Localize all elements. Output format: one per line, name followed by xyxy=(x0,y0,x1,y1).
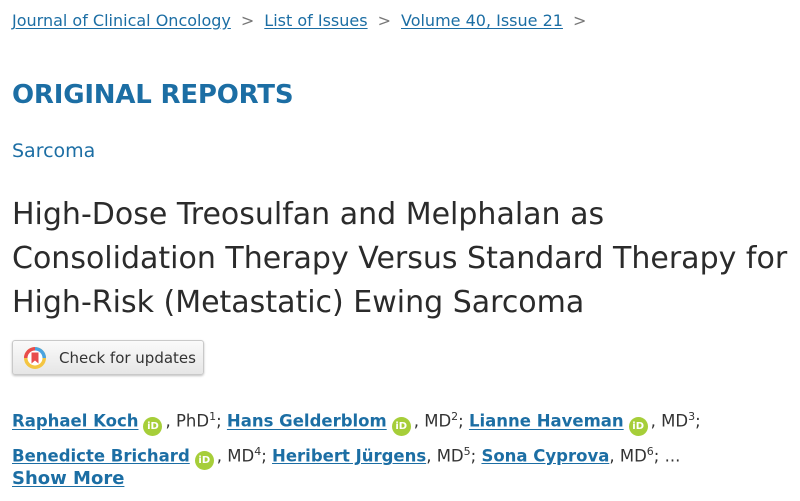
author-degree: MD xyxy=(436,446,464,465)
breadcrumb-journal-link[interactable]: Journal of Clinical Oncology xyxy=(12,11,231,30)
author-link[interactable]: Benedicte Brichard xyxy=(12,446,190,465)
author-degree: MD xyxy=(661,411,689,431)
author-degree: MD xyxy=(424,411,452,431)
author-link[interactable]: Hans Gelderblom xyxy=(226,411,387,431)
author-affiliation-number: 5 xyxy=(463,444,471,458)
orcid-icon[interactable]: iD xyxy=(391,416,411,436)
article-title-line: High-Dose Treosulfan and Melphalan as xyxy=(12,197,605,232)
crossmark-icon xyxy=(24,346,46,369)
authors-ellipsis: ... xyxy=(664,446,681,465)
author-degree: MD xyxy=(227,446,255,465)
check-for-updates-label: Check for updates xyxy=(59,348,196,367)
breadcrumb-separator: > xyxy=(240,11,255,30)
author-affiliation-number: 2 xyxy=(451,410,459,423)
author-affiliation-number: 4 xyxy=(254,444,262,458)
subject-category: Sarcoma xyxy=(12,140,96,162)
breadcrumb: Journal of Clinical Oncology > List of Iss… xyxy=(12,10,596,32)
author-degree: PhD xyxy=(175,411,210,431)
author-link[interactable]: Lianne Haveman xyxy=(468,411,624,431)
breadcrumb-issues-link[interactable]: List of Issues xyxy=(264,11,368,30)
show-more-link[interactable]: Show More xyxy=(12,468,125,489)
section-heading: ORIGINAL REPORTS xyxy=(12,80,294,110)
author-affiliation-number: 1 xyxy=(209,410,217,423)
breadcrumb-separator: > xyxy=(377,11,391,30)
author-link[interactable]: Sona Cyprova xyxy=(481,446,610,465)
author-link[interactable]: Raphael Koch xyxy=(12,411,139,431)
orcid-icon[interactable]: iD xyxy=(194,451,214,470)
author-affiliation-number: 6 xyxy=(646,444,654,458)
author-list: Raphael Koch iD, PhD1; Hans Gelderblom iD,… xyxy=(12,402,792,471)
article-title-line: Consolidation Therapy Versus Standard Th… xyxy=(12,241,788,276)
author-affiliation-number: 3 xyxy=(688,410,696,423)
author-degree: MD xyxy=(619,446,647,465)
article-title-line: High-Risk (Metastatic) Ewing Sarcoma xyxy=(12,285,585,320)
breadcrumb-volume-link[interactable]: Volume 40, Issue 21 xyxy=(400,11,563,30)
orcid-icon[interactable]: iD xyxy=(143,416,163,436)
check-for-updates-button[interactable]: Check for updates xyxy=(12,340,204,375)
breadcrumb-separator: > xyxy=(572,11,587,30)
orcid-icon[interactable]: iD xyxy=(628,416,648,436)
article-title: High-Dose Treosulfan and Melphalan as Co… xyxy=(12,193,792,325)
author-link[interactable]: Heribert Jürgens xyxy=(272,446,427,465)
